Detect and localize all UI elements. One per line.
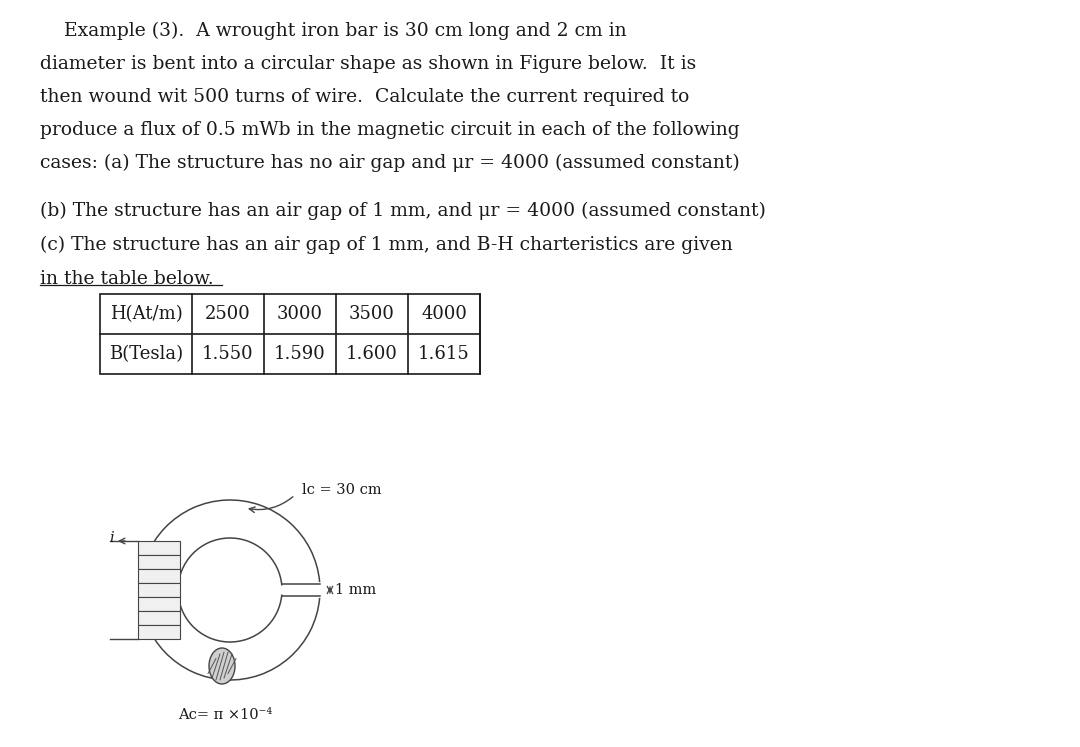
Text: 2500: 2500 (205, 305, 251, 323)
Text: 3000: 3000 (276, 305, 323, 323)
Bar (138, 611, 180, 625)
Text: cases: (a) The structure has no air gap and μr = 4000 (assumed constant): cases: (a) The structure has no air gap … (40, 154, 740, 173)
Text: Example (3).  A wrought iron bar is 30 cm long and 2 cm in: Example (3). A wrought iron bar is 30 cm… (40, 22, 626, 40)
Text: lc = 30 cm: lc = 30 cm (302, 483, 381, 497)
Text: (b) The structure has an air gap of 1 mm, and μr = 4000 (assumed constant): (b) The structure has an air gap of 1 mm… (40, 202, 766, 220)
Text: then wound wit 500 turns of wire.  Calculate the current required to: then wound wit 500 turns of wire. Calcul… (40, 88, 689, 106)
Text: 1.600: 1.600 (346, 345, 397, 363)
Bar (138, 583, 180, 597)
Bar (138, 625, 180, 639)
Bar (138, 569, 180, 583)
Text: 1.590: 1.590 (274, 345, 326, 363)
Text: (c) The structure has an air gap of 1 mm, and B-H charteristics are given: (c) The structure has an air gap of 1 mm… (40, 236, 732, 254)
Bar (100, 294, 480, 374)
Text: in the table below.: in the table below. (40, 270, 214, 288)
Bar (138, 555, 180, 569)
Text: produce a flux of 0.5 mWb in the magnetic circuit in each of the following: produce a flux of 0.5 mWb in the magneti… (40, 121, 740, 139)
Text: 1.550: 1.550 (202, 345, 254, 363)
Text: i: i (110, 531, 114, 545)
Bar (138, 597, 180, 611)
Text: 3500: 3500 (349, 305, 395, 323)
Text: Ac= π ×10⁻⁴: Ac= π ×10⁻⁴ (178, 708, 272, 722)
Ellipse shape (210, 648, 235, 684)
Text: diameter is bent into a circular shape as shown in Figure below.  It is: diameter is bent into a circular shape a… (40, 55, 697, 73)
Text: H(At/m): H(At/m) (110, 305, 183, 323)
Text: B(Tesla): B(Tesla) (109, 345, 184, 363)
Text: 1.615: 1.615 (418, 345, 470, 363)
Text: 1 mm: 1 mm (335, 583, 376, 597)
Bar (138, 541, 180, 555)
Text: 4000: 4000 (421, 305, 467, 323)
